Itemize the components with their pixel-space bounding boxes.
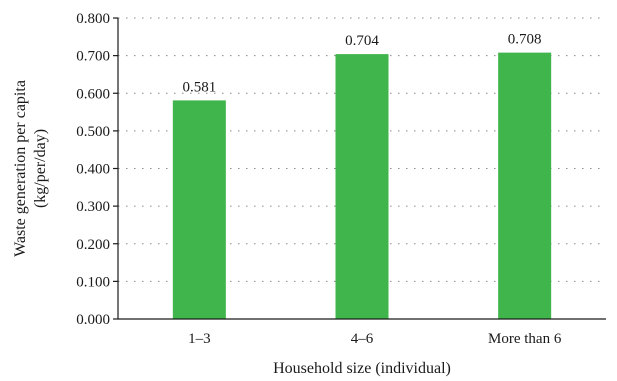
y-tick-label: 0.800 <box>76 11 110 27</box>
x-tick-label: 1–3 <box>188 331 211 347</box>
x-tick-label: More than 6 <box>488 331 562 347</box>
data-labels: 0.581 0.704 0.708 <box>182 32 541 96</box>
y-axis-title-line1: Waste generation per capita <box>12 80 29 257</box>
y-tick-label: 0.000 <box>76 312 110 328</box>
y-tick-label: 0.400 <box>76 162 110 178</box>
x-axis-title: Household size (individual) <box>273 360 451 377</box>
bar <box>498 52 552 320</box>
y-axis-title-line2: (kg/per/day) <box>32 129 49 208</box>
bar-value-label: 0.704 <box>345 33 379 49</box>
y-tick-label: 0.200 <box>76 237 110 253</box>
bar-value-label: 0.708 <box>508 32 542 48</box>
y-tick-label: 0.500 <box>76 124 110 140</box>
x-axis-ticks: 1–3 4–6 More than 6 <box>188 331 562 347</box>
y-axis-ticks: 0.000 0.100 0.200 0.300 0.400 0.500 0.600 0.700… <box>76 11 118 328</box>
bar <box>172 100 226 320</box>
y-tick-label: 0.600 <box>76 86 110 102</box>
bars <box>172 52 552 320</box>
y-tick-label: 0.700 <box>76 49 110 65</box>
y-tick-label: 0.100 <box>76 274 110 290</box>
bar <box>335 54 389 320</box>
x-tick-label: 4–6 <box>351 331 374 347</box>
y-axis-title: Waste generation per capita (kg/per/day) <box>12 80 49 257</box>
bar-value-label: 0.581 <box>182 79 216 95</box>
y-tick-label: 0.300 <box>76 199 110 215</box>
